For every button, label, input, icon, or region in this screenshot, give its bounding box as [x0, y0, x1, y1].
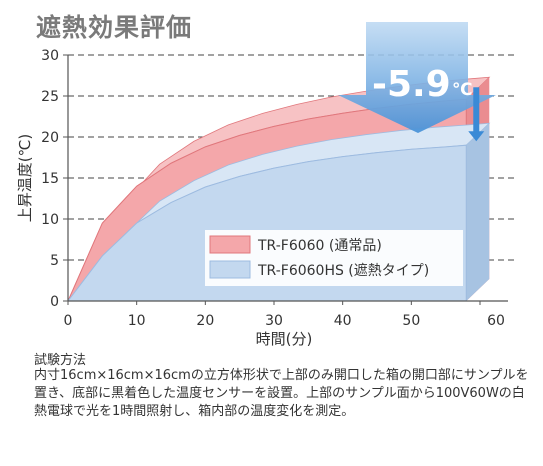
legend-swatch [209, 235, 251, 254]
y-tick-label: 15 [41, 171, 59, 187]
chart-title: 遮熱効果評価 [36, 13, 193, 42]
x-tick-label: 60 [487, 313, 505, 329]
y-tick-label: 30 [41, 48, 59, 64]
annotation-layer: -5.9 ℃ [338, 22, 496, 142]
series-side-face [466, 123, 490, 301]
x-tick-label: 10 [128, 313, 146, 329]
reduction-unit: ℃ [452, 80, 473, 100]
legend-layer: TR-F6060 (通常品) TR-F6060HS (遮熱タイプ) [205, 230, 463, 286]
method-title: 試験方法 [34, 353, 87, 368]
y-tick-label: 10 [41, 212, 59, 228]
x-tick-label: 50 [402, 313, 420, 329]
legend-label: TR-F6060 (通常品) [257, 238, 382, 254]
x-tick-label: 40 [334, 313, 352, 329]
y-tick-label: 20 [41, 130, 59, 146]
legend-swatch [209, 260, 251, 279]
x-tick-label: 30 [265, 313, 283, 329]
x-tick-label: 0 [64, 313, 73, 329]
y-axis-label: 上昇温度(℃) [16, 134, 34, 223]
legend-label: TR-F6060HS (遮熱タイプ) [257, 263, 429, 279]
x-axis-label: 時間(分) [256, 330, 313, 348]
reduction-value: -5.9 [372, 64, 451, 105]
reduction-arrow [338, 22, 496, 133]
y-tick-label: 0 [50, 294, 59, 310]
x-tick-label: 20 [196, 313, 214, 329]
y-tick-label: 5 [50, 253, 59, 269]
method-text: 内寸16cm×16cm×16cmの立方体形状で上部のみ開口した箱の開口部にサンプ… [34, 368, 529, 419]
heat-shield-chart: 0 5 10 15 20 25 30 0 10 20 30 40 50 60 時間(分) 上昇温度(℃) -5… [16, 22, 518, 348]
difference-arrow-head [468, 131, 485, 142]
axis-layer: 0 5 10 15 20 25 30 0 10 20 30 40 50 60 時間(分) 上昇温度(℃) [16, 48, 508, 348]
y-tick-label: 25 [41, 89, 59, 105]
difference-arrow-shaft [473, 87, 480, 134]
